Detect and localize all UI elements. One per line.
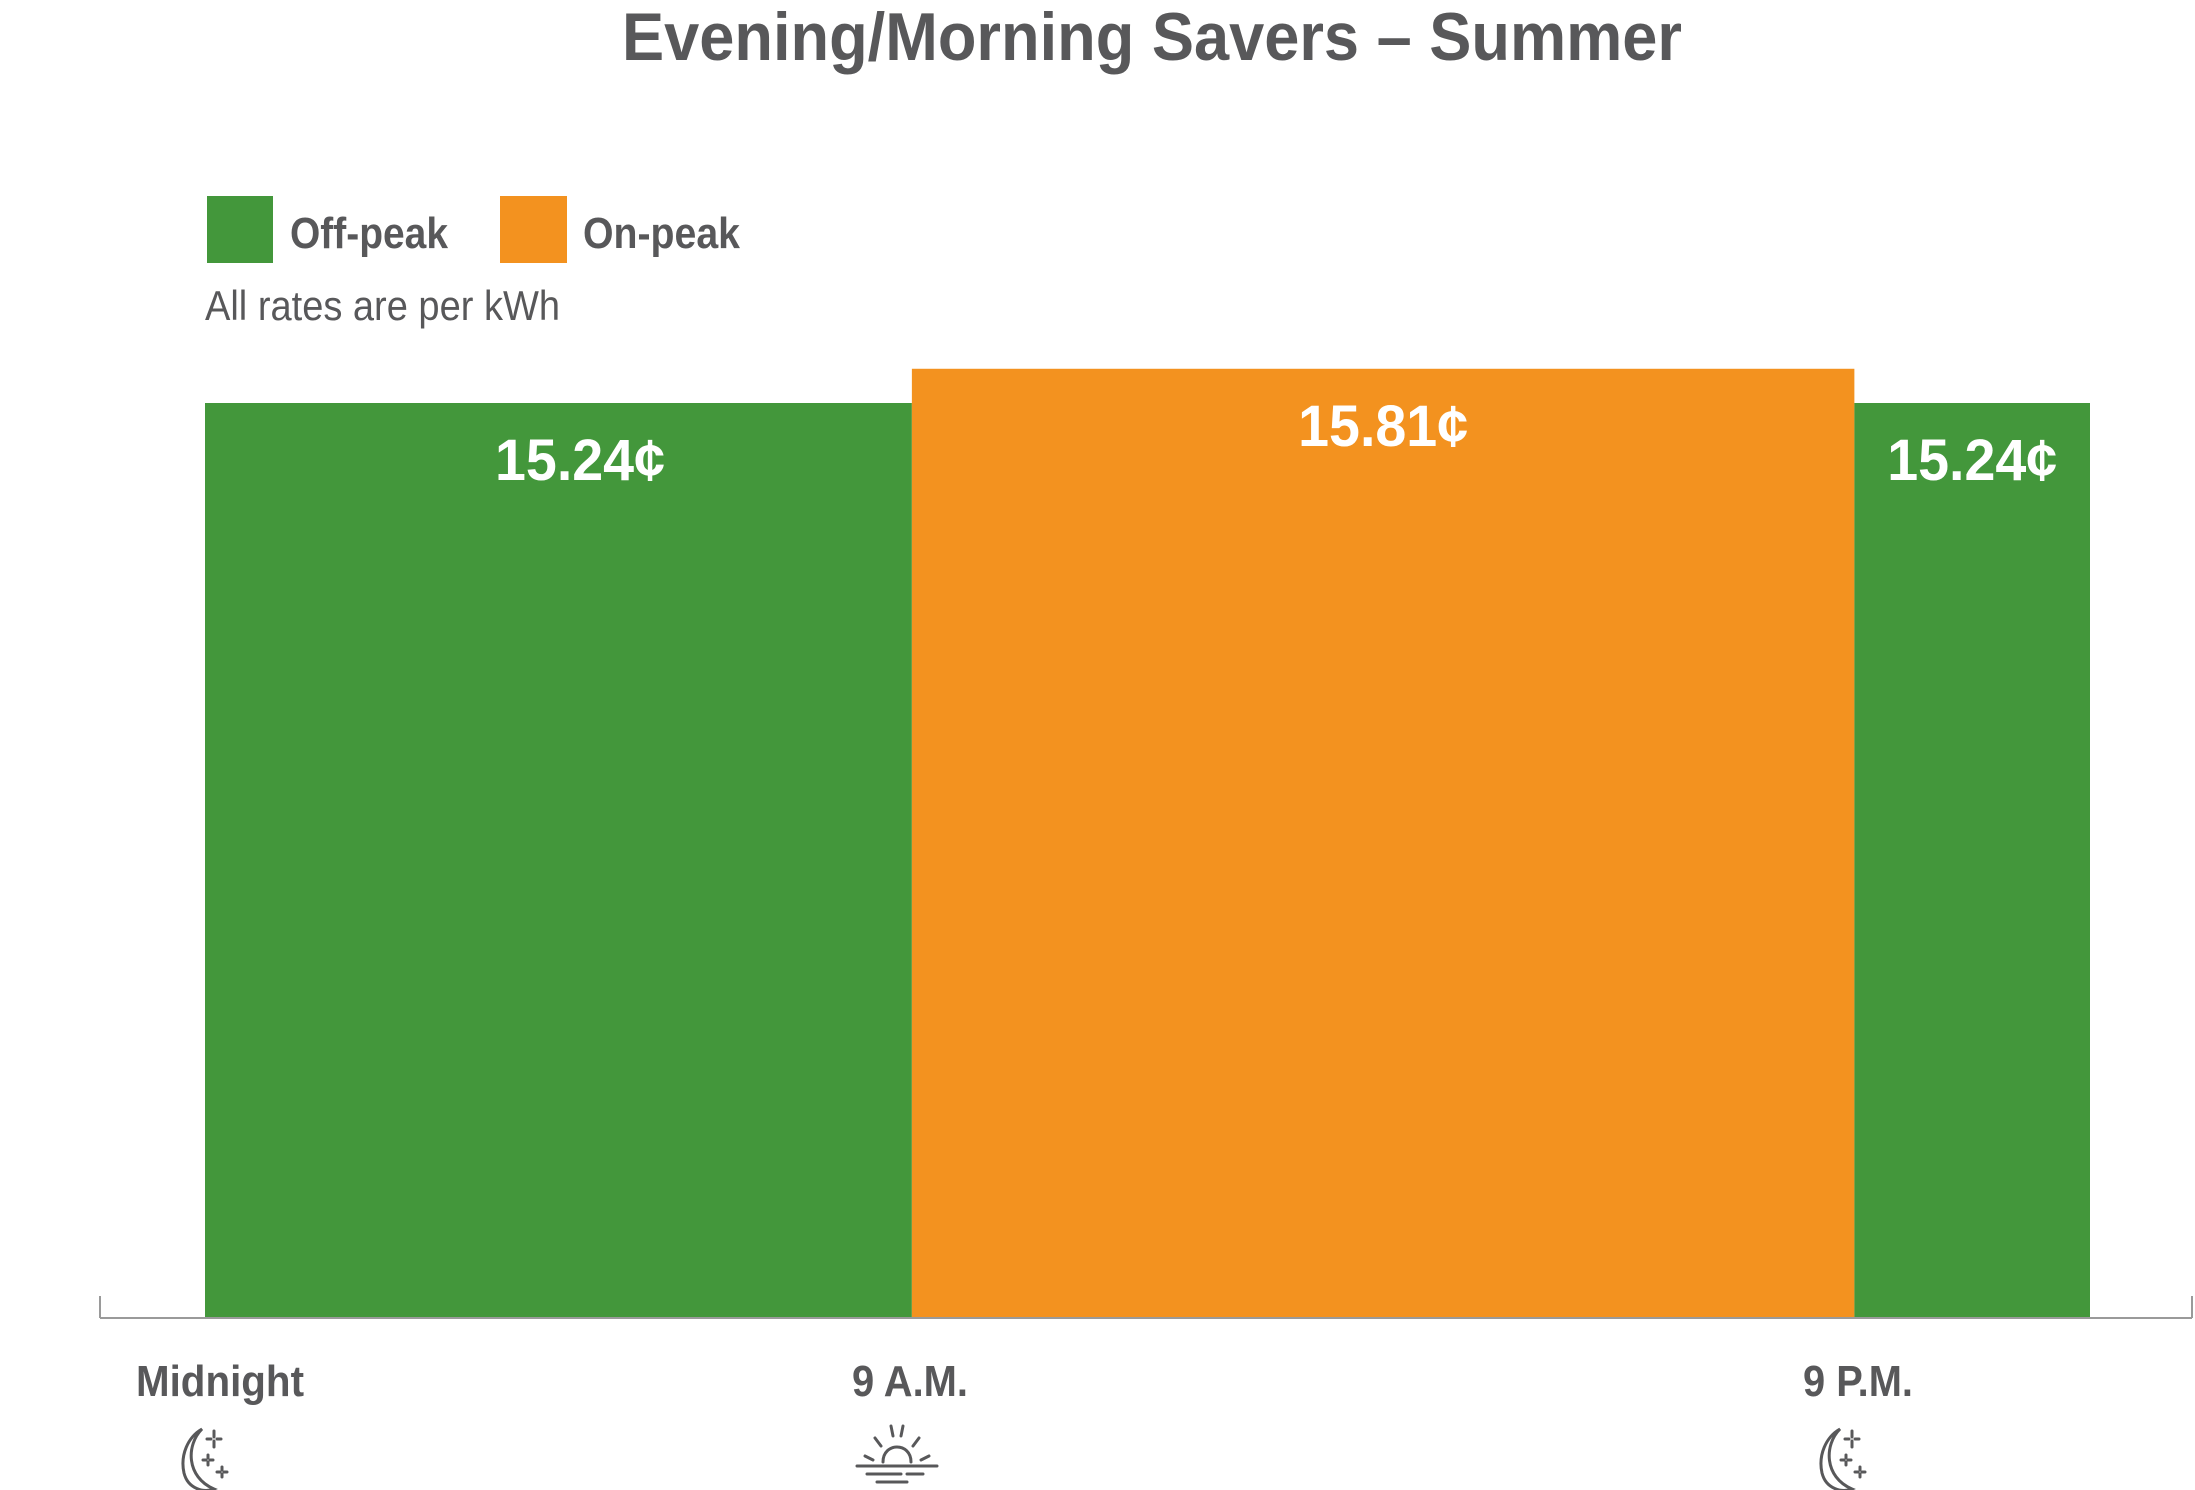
x-tick-midnight: Midnight bbox=[136, 1357, 304, 1490]
legend: Off-peak On-peak bbox=[207, 196, 740, 263]
x-tick-label: 9 A.M. bbox=[852, 1357, 968, 1406]
moon-stars-icon bbox=[181, 1427, 229, 1490]
x-axis bbox=[99, 1296, 2193, 1319]
sunrise-icon bbox=[855, 1424, 939, 1484]
bar-off-peak bbox=[1854, 403, 2090, 1318]
x-tick-9am: 9 A.M. bbox=[852, 1357, 968, 1484]
legend-swatch-off-peak bbox=[207, 196, 273, 263]
bars bbox=[205, 368, 2090, 1318]
x-tick-label: Midnight bbox=[136, 1357, 304, 1406]
x-tick-label: 9 P.M. bbox=[1803, 1357, 1913, 1406]
chart-title: Evening/Morning Savers – Summer bbox=[622, 0, 1682, 75]
chart-subtitle: All rates are per kWh bbox=[205, 282, 560, 329]
bar-value-label: 15.81¢ bbox=[1298, 394, 1468, 459]
legend-swatch-on-peak bbox=[500, 196, 567, 263]
bar-off-peak bbox=[205, 403, 912, 1318]
bar-value-label: 15.24¢ bbox=[495, 428, 665, 493]
moon-stars-icon bbox=[1819, 1427, 1867, 1490]
value-labels: 15.24¢ 15.81¢ 15.24¢ bbox=[495, 394, 2057, 493]
legend-label-on-peak: On-peak bbox=[583, 209, 740, 258]
bar-on-peak bbox=[911, 368, 1855, 1318]
bar-value-label: 15.24¢ bbox=[1887, 428, 2057, 493]
x-tick-9pm: 9 P.M. bbox=[1803, 1357, 1913, 1490]
legend-label-off-peak: Off-peak bbox=[290, 209, 448, 258]
